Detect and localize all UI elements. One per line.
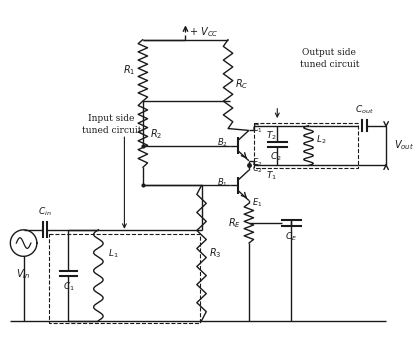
Text: $L_1$: $L_1$ [108,247,119,260]
Text: $+\ V_{CC}$: $+\ V_{CC}$ [189,25,219,39]
Text: $E_1$: $E_1$ [252,196,262,209]
Text: $V_{in}$: $V_{in}$ [16,268,31,281]
Text: Output side
tuned circuit: Output side tuned circuit [300,48,359,69]
Text: $C_{out}$: $C_{out}$ [355,104,374,116]
Text: $R_2$: $R_2$ [151,127,163,141]
Text: $B_1$: $B_1$ [217,176,228,189]
Text: $L_2$: $L_2$ [316,134,327,146]
Text: $V_{out}$: $V_{out}$ [394,139,414,152]
Text: $E_2$: $E_2$ [252,156,262,169]
Text: $R_C$: $R_C$ [235,77,248,91]
Text: $C_1$: $C_1$ [63,280,75,293]
Text: $C_{in}$: $C_{in}$ [37,206,51,219]
Text: $T_2$: $T_2$ [266,130,277,142]
Text: $R_E$: $R_E$ [228,216,241,230]
Text: $T_1$: $T_1$ [266,170,277,182]
Text: $C_1$: $C_1$ [252,122,262,135]
Text: $R_3$: $R_3$ [209,246,222,260]
Text: $R_1$: $R_1$ [123,64,135,77]
Text: Input side
tuned circuit: Input side tuned circuit [82,115,141,135]
Text: $B_2$: $B_2$ [217,136,228,149]
Text: $C_2$: $C_2$ [252,162,263,175]
Text: $C_2$: $C_2$ [270,151,282,163]
Text: $C_E$: $C_E$ [285,230,297,243]
